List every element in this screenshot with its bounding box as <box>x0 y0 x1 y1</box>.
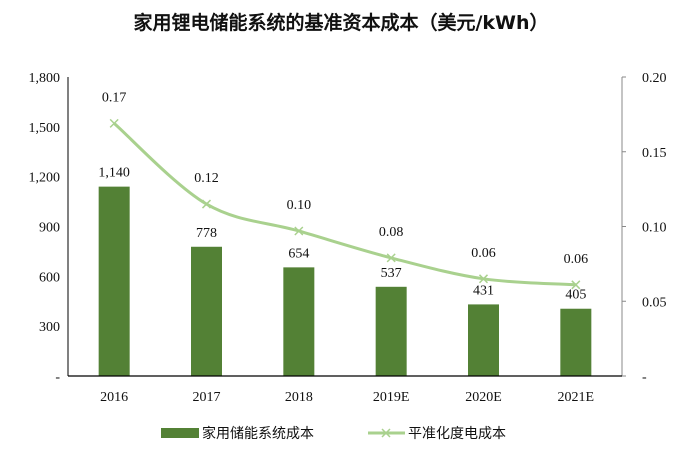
bar-label: 431 <box>473 283 494 298</box>
bar-label: 537 <box>381 266 402 281</box>
left-tick-label: 1,500 <box>29 121 61 136</box>
left-tick-label: 1,200 <box>29 171 61 186</box>
left-tick-label: - <box>55 370 60 385</box>
left-tick-label: 600 <box>39 270 60 285</box>
x-tick-label: 2021E <box>558 390 595 405</box>
line-point-2021E <box>571 280 581 290</box>
legend-line-marker <box>381 428 391 438</box>
legend-line-label: 平准化度电成本 <box>408 426 506 442</box>
x-tick-label: 2016 <box>100 390 128 405</box>
line-point-2020E <box>478 274 489 284</box>
line-label: 0.06 <box>471 246 496 261</box>
x-tick-label: 2017 <box>193 390 221 405</box>
line-label: 0.17 <box>102 90 127 105</box>
line-label: 0.10 <box>287 198 312 213</box>
bar-2017 <box>191 246 222 376</box>
x-tick-label: 2019E <box>373 390 410 405</box>
left-tick-label: 900 <box>39 221 60 236</box>
right-tick-label: 0.20 <box>642 71 667 86</box>
line-point-2017 <box>201 199 212 209</box>
bar-label: 1,140 <box>98 166 130 181</box>
line-label: 0.12 <box>194 171 219 186</box>
line-point-2018 <box>294 226 304 236</box>
x-tick-label: 2020E <box>465 390 502 405</box>
bar-2021E <box>560 308 592 376</box>
bar-2019E <box>375 286 407 376</box>
line-point-2019E <box>386 253 396 263</box>
bar-label: 654 <box>288 246 309 261</box>
right-tick-label: - <box>642 370 647 385</box>
right-tick-label: 0.05 <box>642 295 667 310</box>
chart-title: 家用锂电储能系统的基准资本成本（美元/kWh） <box>133 12 549 34</box>
bar-2016 <box>98 186 130 376</box>
bar-2018 <box>283 267 315 376</box>
right-tick-label: 0.10 <box>642 221 667 236</box>
left-tick-label: 300 <box>39 320 60 335</box>
left-tick-label: 1,800 <box>29 71 61 86</box>
line-label: 0.06 <box>564 252 589 267</box>
legend-bar-label: 家用储能系统成本 <box>202 425 314 442</box>
line-point-2016 <box>109 118 119 128</box>
bar-label: 778 <box>196 226 217 241</box>
bar-label: 405 <box>565 288 586 303</box>
x-tick-label: 2018 <box>285 390 313 405</box>
line-label: 0.08 <box>379 225 404 240</box>
bar-2020E <box>468 304 499 376</box>
line-series <box>113 122 576 287</box>
right-tick-label: 0.15 <box>642 146 667 161</box>
legend-bar-swatch <box>161 428 199 438</box>
